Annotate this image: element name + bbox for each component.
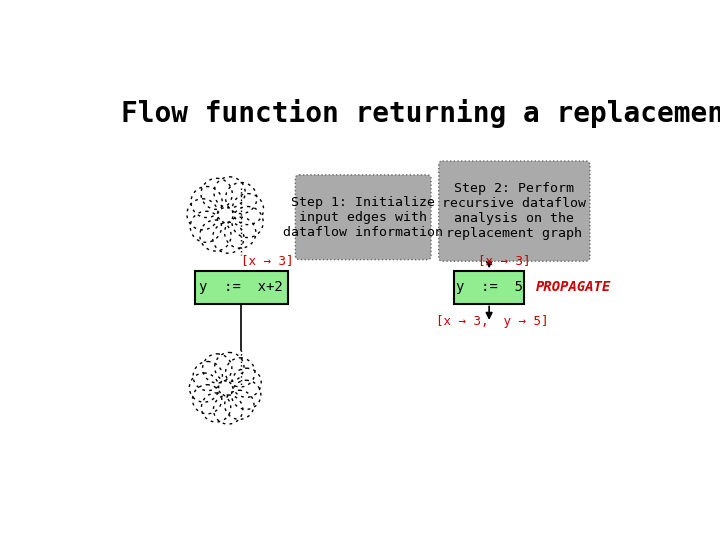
Circle shape xyxy=(208,371,243,406)
Text: Step 1: Initialize
input edges with
dataflow information: Step 1: Initialize input edges with data… xyxy=(283,196,444,239)
Circle shape xyxy=(232,206,264,238)
FancyBboxPatch shape xyxy=(295,175,431,260)
Circle shape xyxy=(201,178,233,210)
Circle shape xyxy=(200,220,231,251)
FancyBboxPatch shape xyxy=(438,161,590,261)
Circle shape xyxy=(232,380,261,409)
Circle shape xyxy=(214,177,246,208)
Circle shape xyxy=(225,183,257,214)
Circle shape xyxy=(193,361,222,390)
Circle shape xyxy=(213,395,243,424)
Text: PROPAGATE: PROPAGATE xyxy=(536,280,611,294)
Text: [x → 3]: [x → 3] xyxy=(241,254,294,267)
Circle shape xyxy=(215,353,244,382)
FancyBboxPatch shape xyxy=(194,271,287,303)
Text: [x → 3]: [x → 3] xyxy=(477,254,530,267)
Text: Step 2: Perform
recursive dataflow
analysis on the
replacement graph: Step 2: Perform recursive dataflow analy… xyxy=(442,182,586,240)
Text: y  :=  5: y := 5 xyxy=(456,280,523,294)
Text: y  :=  x+2: y := x+2 xyxy=(199,280,283,294)
Circle shape xyxy=(212,222,244,253)
Circle shape xyxy=(233,194,264,225)
Circle shape xyxy=(225,217,256,248)
Text: [x → 3,  y → 5]: [x → 3, y → 5] xyxy=(436,315,548,328)
Circle shape xyxy=(189,373,219,402)
Circle shape xyxy=(192,384,222,414)
FancyBboxPatch shape xyxy=(454,271,524,303)
Circle shape xyxy=(225,390,254,420)
Circle shape xyxy=(232,368,261,397)
Circle shape xyxy=(207,197,244,233)
Circle shape xyxy=(202,354,232,383)
Circle shape xyxy=(190,211,222,242)
Text: Flow function returning a replacement graph: Flow function returning a replacement gr… xyxy=(121,99,720,129)
Circle shape xyxy=(187,199,218,230)
Circle shape xyxy=(202,393,230,422)
Circle shape xyxy=(191,186,222,218)
Circle shape xyxy=(225,358,255,387)
